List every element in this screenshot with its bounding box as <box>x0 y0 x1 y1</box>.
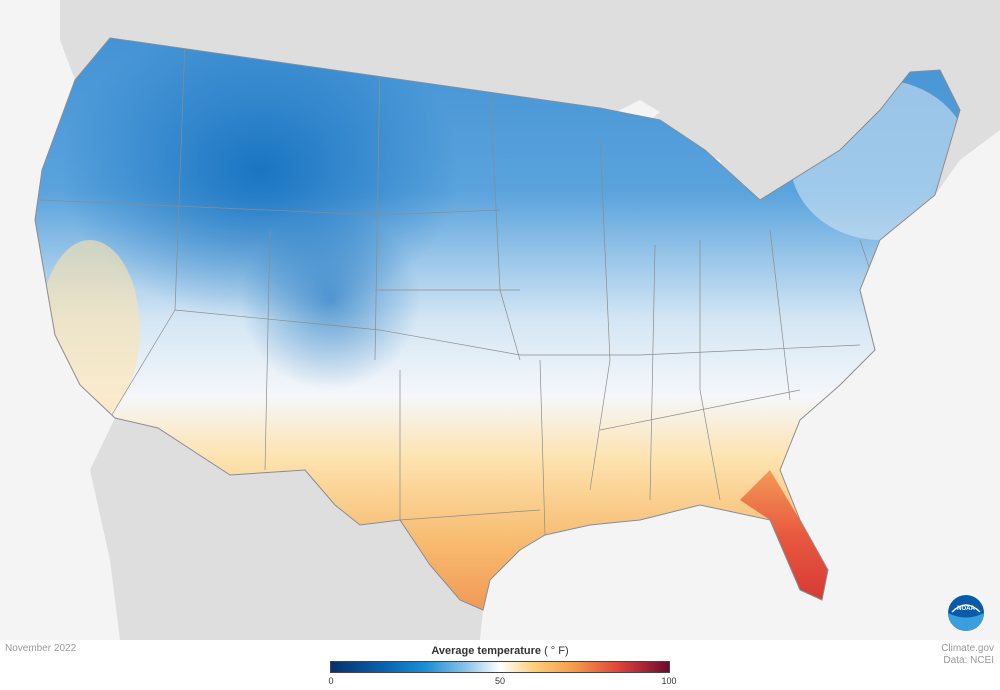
mexico-landmass <box>90 418 483 640</box>
legend-color-bar <box>330 661 670 673</box>
canada-landmass <box>60 0 1000 235</box>
credit-site: Climate.gov <box>941 643 994 654</box>
legend-tick-100: 100 <box>661 676 677 686</box>
noaa-logo-icon: NOAA <box>948 595 984 631</box>
legend-unit: ( ° F) <box>544 645 569 657</box>
credit: Climate.gov Data: NCEI <box>941 643 994 667</box>
temperature-map: NOAA <box>34 0 1000 640</box>
map-footer: November 2022 Average temperature ( ° F)… <box>0 640 1000 690</box>
legend-tick-0: 0 <box>328 676 334 686</box>
legend-title: Average temperature ( ° F) <box>330 645 670 657</box>
noaa-logo-text: NOAA <box>957 606 975 612</box>
credit-source: Data: NCEI <box>943 655 994 666</box>
date-label: November 2022 <box>5 643 77 654</box>
us-outline <box>34 37 961 611</box>
legend-tick-50: 50 <box>494 676 506 686</box>
state-borders <box>39 39 881 536</box>
legend-title-text: Average temperature <box>431 645 541 657</box>
